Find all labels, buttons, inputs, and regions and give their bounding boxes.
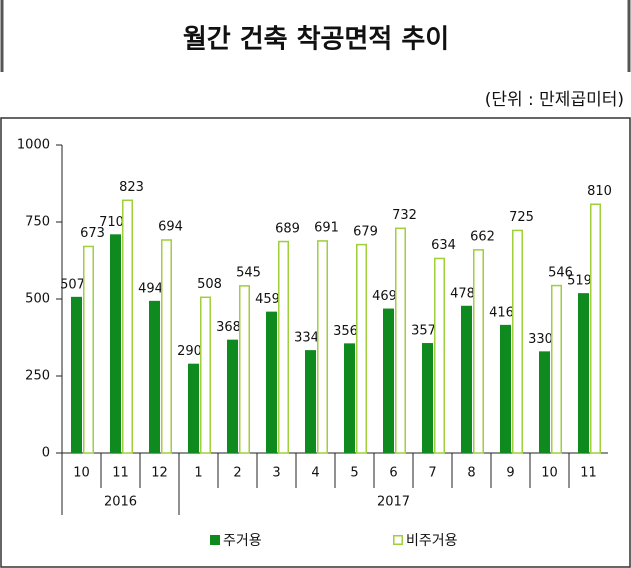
x-tick-label: 8 bbox=[467, 466, 475, 481]
bar bbox=[83, 245, 94, 454]
x-tick-label: 2 bbox=[233, 466, 241, 481]
value-label: 508 bbox=[197, 277, 222, 292]
bar bbox=[551, 284, 562, 454]
bar bbox=[149, 300, 160, 453]
bar bbox=[500, 324, 511, 453]
bar bbox=[161, 239, 172, 454]
value-label: 357 bbox=[411, 324, 436, 339]
value-label: 416 bbox=[489, 305, 514, 320]
legend-label: 주거용 bbox=[223, 533, 262, 549]
value-label: 330 bbox=[528, 332, 553, 347]
value-label: 725 bbox=[509, 210, 534, 225]
bar bbox=[383, 308, 394, 453]
x-tick-label: 12 bbox=[151, 466, 168, 481]
bar bbox=[461, 305, 472, 453]
x-tick-label: 9 bbox=[506, 466, 514, 481]
bar bbox=[512, 229, 523, 454]
bar bbox=[539, 351, 550, 453]
value-label: 334 bbox=[294, 331, 319, 346]
bar bbox=[473, 249, 484, 454]
x-tick-label: 7 bbox=[428, 466, 436, 481]
bar bbox=[344, 343, 355, 453]
legend-swatch bbox=[393, 535, 403, 545]
x-tick-label: 3 bbox=[272, 466, 280, 481]
x-tick-label: 6 bbox=[389, 466, 397, 481]
value-label: 673 bbox=[80, 226, 105, 241]
legend-swatch bbox=[210, 535, 220, 545]
bar bbox=[110, 234, 121, 453]
value-label: 478 bbox=[450, 286, 475, 301]
bar bbox=[590, 203, 601, 454]
bar bbox=[278, 240, 289, 454]
value-label: 519 bbox=[567, 274, 592, 289]
bar bbox=[188, 363, 199, 453]
group-label: 2017 bbox=[377, 495, 410, 510]
value-label: 689 bbox=[275, 221, 300, 236]
x-tick-label: 11 bbox=[112, 466, 129, 481]
bar bbox=[422, 343, 433, 453]
group-label: 2016 bbox=[104, 495, 137, 510]
y-tick-label: 750 bbox=[25, 215, 50, 230]
chart-frame bbox=[0, 117, 631, 568]
unit: (단위 : 만제곱미터) bbox=[485, 90, 624, 110]
x-tick-label: 5 bbox=[350, 466, 358, 481]
x-tick-label: 4 bbox=[311, 466, 319, 481]
value-label: 290 bbox=[177, 344, 202, 359]
y-tick-label: 250 bbox=[25, 369, 50, 384]
bar bbox=[317, 240, 328, 454]
y-tick-label: 1000 bbox=[17, 138, 50, 153]
bar bbox=[305, 350, 316, 453]
bar bbox=[266, 311, 277, 453]
x-tick-label: 10 bbox=[73, 466, 90, 481]
bar bbox=[122, 199, 133, 454]
value-label: 368 bbox=[216, 320, 241, 335]
value-label: 710 bbox=[99, 215, 124, 230]
value-label: 459 bbox=[255, 292, 280, 307]
value-label: 469 bbox=[372, 289, 397, 304]
x-tick-label: 10 bbox=[541, 466, 558, 481]
x-tick-label: 11 bbox=[580, 466, 597, 481]
value-label: 691 bbox=[314, 221, 339, 236]
value-label: 546 bbox=[548, 265, 573, 280]
x-tick-label: 1 bbox=[194, 466, 202, 481]
value-label: 662 bbox=[470, 230, 495, 245]
legend-label: 비주거용 bbox=[406, 533, 458, 549]
value-label: 810 bbox=[587, 184, 612, 199]
value-label: 694 bbox=[158, 220, 183, 235]
bar bbox=[71, 296, 82, 453]
bar bbox=[227, 339, 238, 453]
title: 월간 건축 착공면적 추이 bbox=[183, 25, 449, 55]
bar bbox=[200, 296, 211, 454]
bar bbox=[395, 227, 406, 454]
value-label: 679 bbox=[353, 224, 378, 239]
bar bbox=[434, 257, 445, 454]
value-label: 732 bbox=[392, 208, 417, 223]
value-label: 494 bbox=[138, 281, 163, 296]
value-label: 545 bbox=[236, 266, 261, 281]
bar bbox=[239, 285, 250, 454]
value-label: 634 bbox=[431, 238, 456, 253]
value-label: 356 bbox=[333, 324, 358, 339]
bar bbox=[356, 243, 367, 454]
y-tick-label: 500 bbox=[25, 292, 50, 307]
value-label: 823 bbox=[119, 180, 144, 195]
y-tick-label: 0 bbox=[42, 446, 50, 461]
bar bbox=[578, 293, 589, 453]
value-label: 507 bbox=[60, 277, 85, 292]
